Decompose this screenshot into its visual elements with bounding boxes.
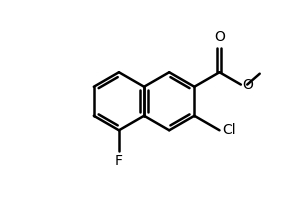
- Text: O: O: [243, 78, 254, 92]
- Text: Cl: Cl: [222, 123, 236, 137]
- Text: O: O: [214, 30, 225, 44]
- Text: F: F: [115, 154, 123, 168]
